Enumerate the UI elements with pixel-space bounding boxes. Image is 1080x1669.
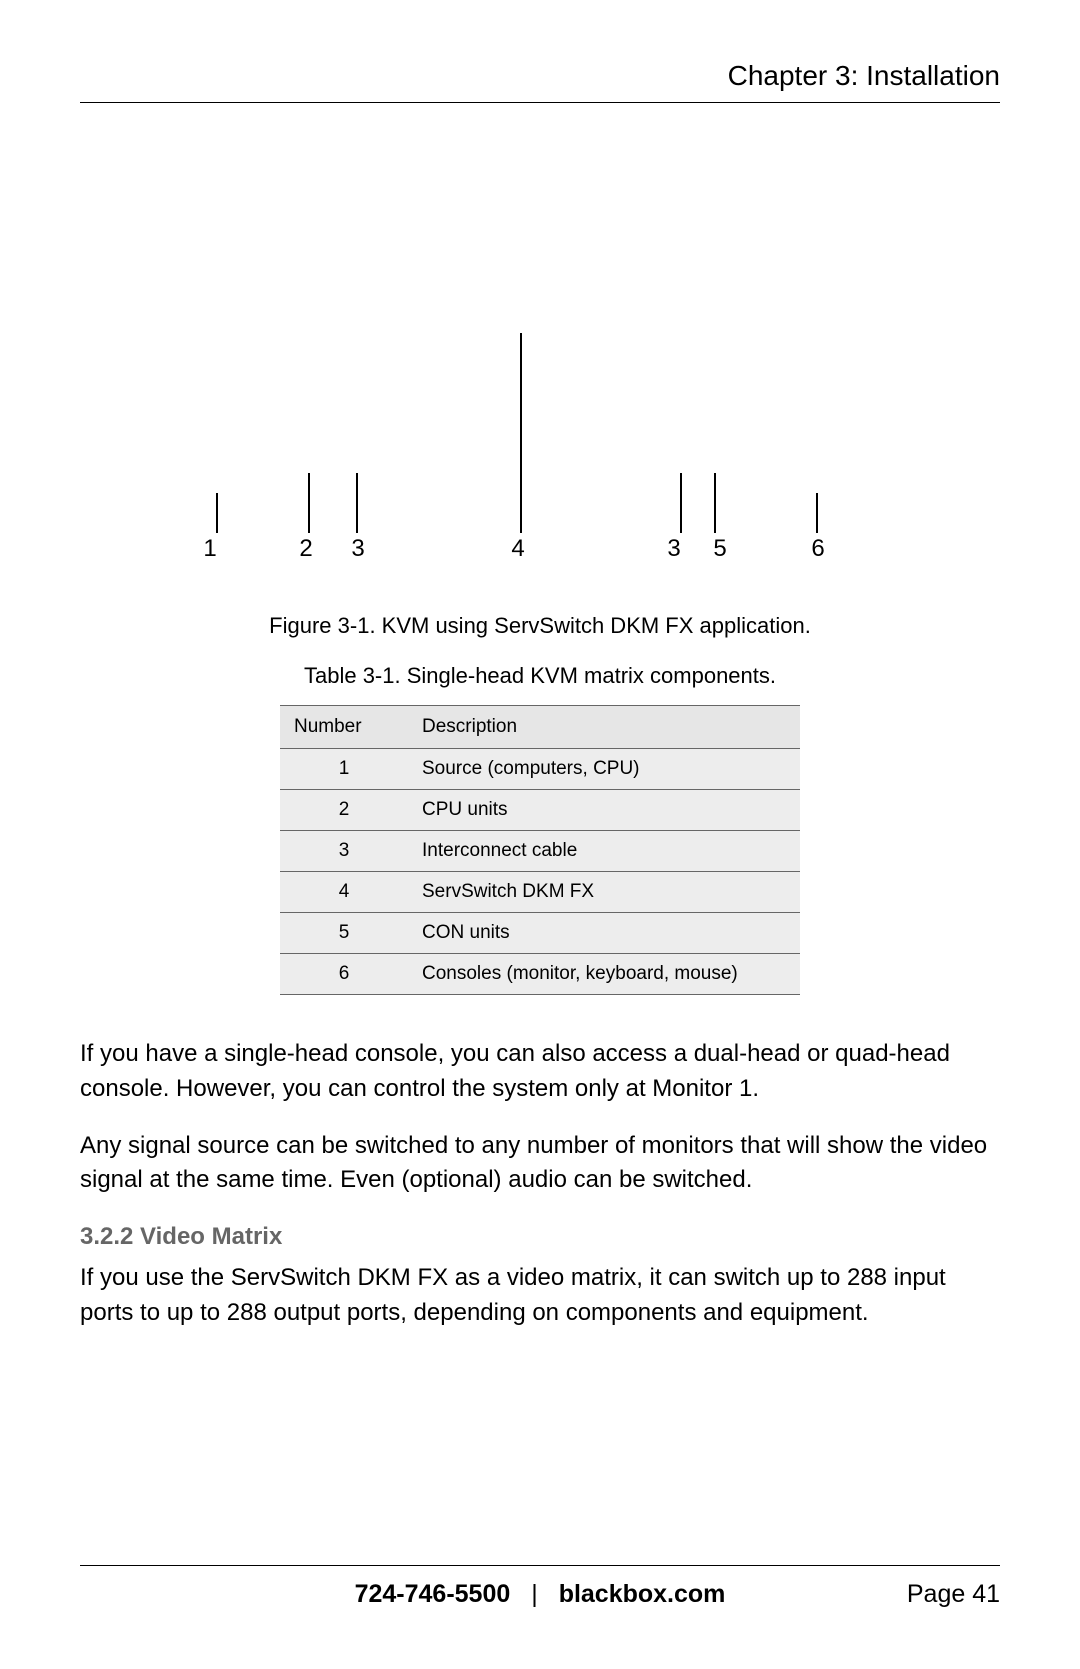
components-table: NumberDescription 1Source (computers, CP…: [280, 705, 800, 995]
diagram-marker-line: [714, 473, 716, 533]
table-cell-description: Interconnect cable: [408, 831, 800, 872]
footer-page-number: Page 41: [907, 1580, 1000, 1609]
table-cell-description: Source (computers, CPU): [408, 749, 800, 790]
footer-separator: |: [531, 1580, 538, 1608]
figure-diagram: 1 2 3 4 3 5 6: [180, 143, 900, 563]
table-header-cell: Description: [408, 706, 800, 749]
diagram-marker-label: 5: [713, 535, 726, 563]
components-table-wrapper: NumberDescription 1Source (computers, CP…: [280, 705, 800, 995]
footer-center: 724-746-5500 | blackbox.com: [355, 1580, 726, 1609]
diagram-marker-label: 3: [351, 535, 364, 563]
footer-url: blackbox.com: [559, 1580, 726, 1608]
table-caption: Table 3-1. Single-head KVM matrix compon…: [80, 663, 1000, 689]
table-cell-number: 3: [280, 831, 408, 872]
diagram-marker-line: [680, 473, 682, 533]
table-cell-description: ServSwitch DKM FX: [408, 872, 800, 913]
diagram-marker-line: [520, 333, 522, 533]
section-heading: 3.2.2 Video Matrix: [80, 1220, 1000, 1255]
table-row: 2CPU units: [280, 790, 800, 831]
diagram-marker-line: [308, 473, 310, 533]
document-page: Chapter 3: Installation 1234356 Figure 3…: [0, 0, 1080, 1669]
table-cell-description: CON units: [408, 913, 800, 954]
table-row: 5CON units: [280, 913, 800, 954]
table-cell-number: 1: [280, 749, 408, 790]
table-cell-description: CPU units: [408, 790, 800, 831]
footer-phone: 724-746-5500: [355, 1580, 511, 1608]
paragraph-2: Any signal source can be switched to any…: [80, 1129, 1000, 1199]
table-row: 1Source (computers, CPU): [280, 749, 800, 790]
table-cell-number: 5: [280, 913, 408, 954]
table-row: 6Consoles (monitor, keyboard, mouse): [280, 954, 800, 995]
diagram-marker-line: [816, 493, 818, 533]
table-cell-number: 2: [280, 790, 408, 831]
chapter-title: Chapter 3: Installation: [728, 60, 1000, 91]
chapter-header: Chapter 3: Installation: [80, 60, 1000, 103]
diagram-marker-label: 3: [667, 535, 680, 563]
figure-caption: Figure 3-1. KVM using ServSwitch DKM FX …: [80, 613, 1000, 639]
table-cell-number: 4: [280, 872, 408, 913]
diagram-marker-line: [356, 473, 358, 533]
table-header-cell: Number: [280, 706, 408, 749]
diagram-marker-label: 4: [511, 535, 524, 563]
diagram-marker-label: 6: [811, 535, 824, 563]
paragraph-3: If you use the ServSwitch DKM FX as a vi…: [80, 1261, 1000, 1331]
table-row: 4ServSwitch DKM FX: [280, 872, 800, 913]
diagram-marker-label: 1: [203, 535, 216, 563]
paragraph-1: If you have a single-head console, you c…: [80, 1037, 1000, 1107]
body-text: If you have a single-head console, you c…: [80, 1037, 1000, 1331]
diagram-marker-line: [216, 493, 218, 533]
diagram-marker-label: 2: [299, 535, 312, 563]
table-row: 3Interconnect cable: [280, 831, 800, 872]
table-cell-description: Consoles (monitor, keyboard, mouse): [408, 954, 800, 995]
page-footer: 724-746-5500 | blackbox.com Page 41: [80, 1565, 1000, 1609]
table-cell-number: 6: [280, 954, 408, 995]
